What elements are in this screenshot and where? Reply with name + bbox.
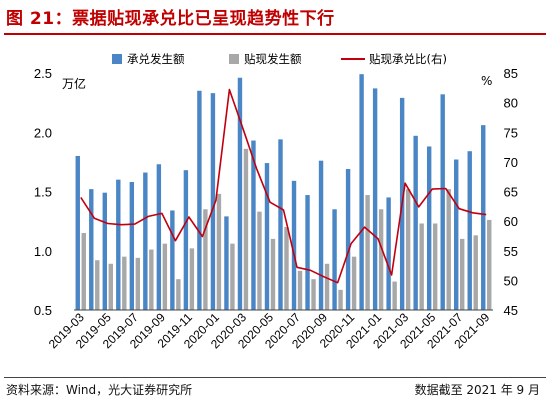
acceptance-bar (129, 182, 135, 310)
discount-bar (162, 243, 168, 310)
chart-title: 图 21：票据贴现承兑比已呈现趋势性下行 (6, 9, 335, 29)
discount-bar (351, 256, 357, 310)
discount-bar (176, 279, 181, 310)
y-right-tick-label: 70 (504, 155, 518, 170)
legend-label-discount: 贴现发生额 (244, 52, 302, 66)
chart-legend: 承兑发生额 贴现发生额 贴现承兑比(右) (112, 52, 447, 66)
ratio-line-layer (80, 88, 487, 284)
source-note: 资料来源：Wind，光大证券研究所 (6, 383, 193, 397)
y-right-tick-label: 85 (504, 66, 518, 81)
y-left-tick-label: 2.0 (34, 125, 52, 140)
discount-bar (284, 227, 289, 310)
discount-bar (189, 248, 195, 310)
acceptance-bar (426, 146, 432, 310)
acceptance-bar (156, 164, 162, 310)
acceptance-bar (116, 179, 121, 310)
data-cutoff-note: 数据截至 2021 年 9 月 (414, 383, 540, 397)
y-right-tick-label: 80 (504, 96, 518, 111)
acceptance-bar (183, 170, 189, 310)
y-left-unit: 万亿 (62, 76, 86, 91)
acceptance-bar (318, 160, 324, 310)
discount-bar (149, 249, 154, 310)
y-left-tick-label: 0.5 (34, 303, 52, 318)
discount-bar (122, 256, 127, 310)
discount-bar (473, 235, 478, 310)
acceptance-bar (332, 209, 337, 310)
discount-bar (392, 281, 397, 310)
acceptance-bar (251, 140, 256, 310)
title-divider (4, 33, 546, 35)
acceptance-bar (264, 163, 270, 310)
y-right-axis: 45 50 55 60 65 70 75 80 85 (504, 66, 518, 318)
y-right-tick-label: 55 (504, 244, 518, 259)
legend-swatch-acceptance (112, 54, 122, 64)
acceptance-bar (467, 151, 472, 310)
footer-divider (4, 377, 546, 378)
ratio-line (80, 88, 487, 284)
acceptance-bar (481, 125, 486, 310)
discount-bars (81, 148, 492, 310)
acceptance-bar (413, 135, 418, 310)
acceptance-bar (386, 197, 391, 310)
y-right-tick-label: 65 (504, 185, 518, 200)
discount-bar (216, 193, 222, 310)
discount-bar (297, 270, 303, 310)
y-left-axis: 0.5 1.0 1.5 2.0 2.5 (34, 66, 52, 318)
acceptance-bar (102, 192, 107, 310)
acceptance-bar (359, 74, 364, 310)
acceptance-bar (170, 210, 175, 310)
legend-label-acceptance: 承兑发生额 (127, 52, 185, 66)
discount-bar (81, 232, 86, 310)
y-left-tick-label: 2.5 (34, 66, 52, 81)
acceptance-bar (454, 159, 459, 310)
legend-label-ratio: 贴现承兑比(右) (369, 52, 447, 66)
y-right-tick-label: 60 (504, 214, 518, 229)
discount-bar (311, 279, 316, 310)
discount-bar (460, 238, 465, 310)
x-axis-labels: 2019-032019-052019-072019-092019-112020-… (46, 310, 493, 351)
legend-swatch-discount (229, 54, 239, 64)
discount-bar (338, 289, 343, 310)
discount-bar (135, 257, 141, 310)
acceptance-bar (237, 77, 243, 311)
discount-bar (446, 189, 451, 310)
acceptance-bar (89, 189, 94, 310)
acceptance-bar (75, 155, 80, 310)
discount-bar (432, 223, 438, 310)
acceptance-bar (345, 168, 351, 310)
discount-bar (95, 260, 100, 310)
discount-bar (257, 211, 262, 310)
discount-bar (203, 209, 208, 310)
acceptance-bar (210, 93, 216, 311)
discount-bar (270, 238, 276, 310)
acceptance-bar (440, 94, 445, 310)
acceptance-bar (305, 195, 310, 310)
y-right-unit: % (481, 74, 492, 88)
y-left-tick-label: 1.5 (34, 185, 52, 200)
acceptance-bar (372, 88, 378, 310)
discount-bar (230, 243, 235, 310)
discount-bar (487, 219, 492, 310)
discount-bar (243, 148, 249, 310)
discount-bar (324, 263, 330, 310)
y-right-tick-label: 75 (504, 125, 518, 140)
acceptance-bar (278, 139, 283, 310)
discount-bar (405, 189, 411, 310)
acceptance-bar (197, 90, 202, 311)
y-right-tick-label: 50 (504, 273, 518, 288)
y-left-tick-label: 1.0 (34, 244, 52, 259)
discount-bar (378, 209, 384, 310)
acceptance-bar (291, 180, 297, 310)
acceptance-bar (224, 216, 229, 310)
acceptance-bar (143, 172, 148, 310)
y-right-tick-label: 45 (504, 303, 518, 318)
discount-bar (365, 195, 370, 310)
discount-bar (108, 263, 113, 310)
discount-bar (419, 223, 424, 310)
